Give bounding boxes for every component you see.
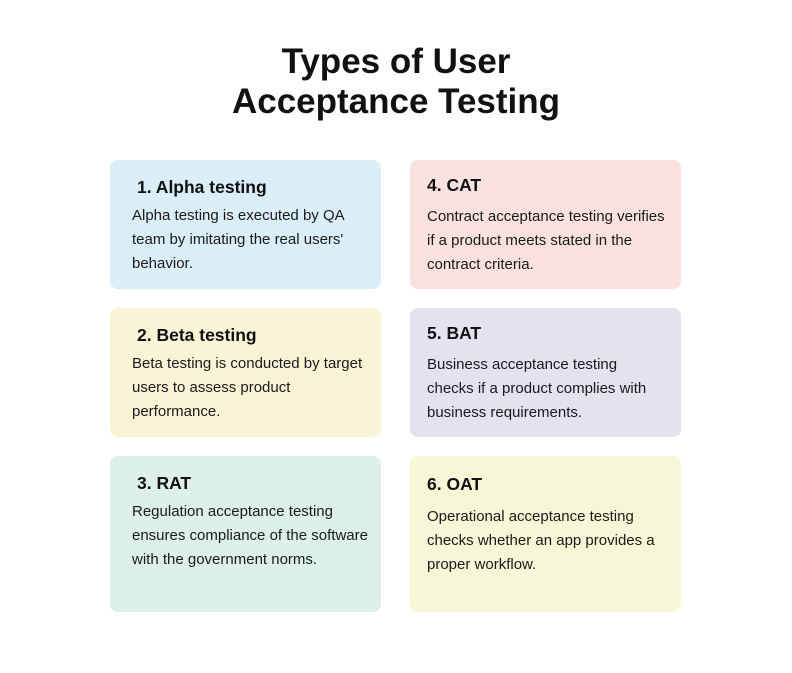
card-bat: 5. BAT Business acceptance testing checks… [410,308,681,437]
card-oat: 6. OAT Operational acceptance testing che… [410,456,681,612]
card-text: Regulation acceptance testing ensures co… [132,503,368,568]
card-heading: 1. Alpha testing [137,177,267,197]
card-text: Beta testing is conducted by target user… [132,355,363,420]
card-heading: 2. Beta testing [137,325,257,345]
card-heading: 6. OAT [427,474,483,494]
card-text: Contract acceptance testing verifies if … [427,208,665,273]
card-heading: 3. RAT [137,473,192,493]
card-text: Operational acceptance testing checks wh… [427,508,655,573]
title-line-2: Acceptance Testing [231,82,561,121]
card-beta-testing: 2. Beta testing Beta testing is conducted… [110,308,381,437]
card-rat: 3. RAT Regulation acceptance testing ensu… [110,456,381,612]
card-text: Business acceptance testing checks if a … [427,356,647,421]
card-cat: 4. CAT Contract acceptance testing verifi… [410,160,681,289]
card-alpha-testing: 1. Alpha testing Alpha testing is execute… [110,160,381,289]
page-title: Types of User Acceptance Testing [0,42,792,122]
card-heading: 4. CAT [427,175,482,195]
card-heading: 5. BAT [427,323,482,343]
card-text: Alpha testing is executed by QA team by … [132,207,344,272]
title-line-1: Types of User [281,42,511,81]
